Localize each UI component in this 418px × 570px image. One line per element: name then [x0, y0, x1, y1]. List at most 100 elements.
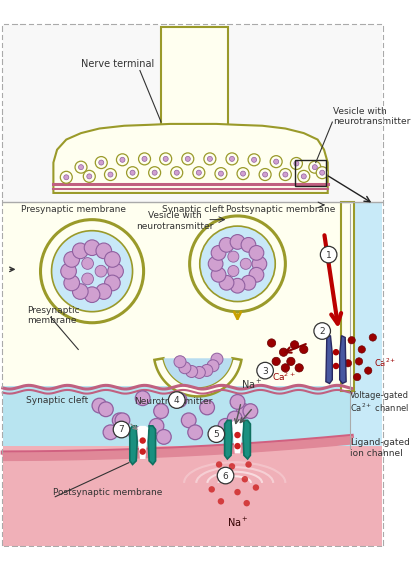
Text: Ligand-gated
ion channel: Ligand-gated ion channel — [350, 438, 410, 458]
Circle shape — [209, 486, 215, 492]
Circle shape — [72, 284, 88, 299]
Circle shape — [237, 404, 251, 418]
Circle shape — [142, 156, 147, 161]
Circle shape — [364, 367, 372, 374]
Circle shape — [243, 404, 258, 418]
Circle shape — [228, 266, 239, 276]
Polygon shape — [130, 426, 137, 465]
Circle shape — [354, 373, 361, 381]
Circle shape — [138, 153, 150, 165]
Text: 5: 5 — [214, 430, 219, 439]
Circle shape — [129, 427, 144, 442]
Circle shape — [84, 287, 100, 303]
Circle shape — [96, 284, 112, 299]
Circle shape — [103, 425, 118, 439]
Polygon shape — [54, 124, 328, 193]
Circle shape — [185, 156, 190, 161]
Circle shape — [172, 393, 187, 408]
Circle shape — [112, 413, 127, 428]
Text: Presynaptic
membrane: Presynaptic membrane — [28, 306, 80, 325]
Circle shape — [200, 226, 275, 302]
Text: Na$^+$: Na$^+$ — [227, 516, 248, 529]
Circle shape — [279, 348, 288, 356]
Circle shape — [215, 168, 227, 180]
Circle shape — [96, 243, 112, 259]
Circle shape — [181, 413, 196, 428]
Circle shape — [240, 171, 245, 176]
Circle shape — [174, 356, 186, 368]
Circle shape — [229, 463, 235, 470]
Polygon shape — [161, 27, 228, 126]
Text: Postsynaptic membrane: Postsynaptic membrane — [54, 487, 163, 496]
Circle shape — [104, 275, 120, 291]
Polygon shape — [243, 420, 250, 459]
Circle shape — [64, 251, 79, 267]
Circle shape — [79, 165, 84, 170]
Circle shape — [230, 394, 245, 409]
Circle shape — [104, 169, 117, 181]
Circle shape — [287, 357, 295, 365]
Circle shape — [252, 157, 257, 162]
Text: 6: 6 — [223, 471, 228, 481]
Circle shape — [193, 166, 205, 178]
Circle shape — [344, 360, 352, 367]
Circle shape — [211, 246, 226, 260]
Circle shape — [130, 170, 135, 175]
Circle shape — [283, 172, 288, 177]
Circle shape — [248, 154, 260, 166]
Circle shape — [182, 153, 194, 165]
Circle shape — [228, 251, 239, 262]
Polygon shape — [326, 336, 332, 384]
Circle shape — [207, 360, 219, 372]
Circle shape — [188, 425, 203, 439]
Circle shape — [171, 166, 183, 178]
Circle shape — [115, 413, 130, 428]
Circle shape — [108, 172, 113, 177]
Circle shape — [140, 449, 146, 455]
Circle shape — [117, 154, 128, 166]
Circle shape — [333, 349, 339, 356]
Circle shape — [201, 364, 213, 376]
Bar — [350, 386, 382, 446]
Text: Neurotransmitter: Neurotransmitter — [134, 397, 212, 406]
Text: Presynaptic membrane: Presynaptic membrane — [21, 205, 126, 214]
Circle shape — [227, 411, 242, 426]
Polygon shape — [224, 420, 232, 459]
Circle shape — [211, 353, 223, 365]
Circle shape — [358, 346, 365, 353]
Circle shape — [127, 166, 138, 178]
Circle shape — [60, 172, 72, 184]
Circle shape — [298, 170, 310, 182]
Circle shape — [61, 263, 76, 279]
Circle shape — [211, 267, 226, 282]
Circle shape — [208, 426, 224, 442]
Circle shape — [64, 275, 79, 291]
Circle shape — [294, 161, 299, 166]
Circle shape — [135, 391, 150, 406]
Text: Ca$^{2+}$: Ca$^{2+}$ — [272, 370, 295, 383]
Polygon shape — [232, 420, 243, 454]
Polygon shape — [163, 359, 232, 387]
Circle shape — [274, 159, 279, 164]
Circle shape — [72, 243, 88, 259]
Circle shape — [259, 169, 271, 181]
Circle shape — [241, 275, 256, 290]
Text: 2: 2 — [319, 327, 325, 336]
Circle shape — [369, 334, 377, 341]
Circle shape — [218, 498, 224, 504]
Circle shape — [51, 231, 133, 312]
Polygon shape — [340, 336, 346, 384]
Circle shape — [163, 156, 168, 161]
Circle shape — [234, 489, 241, 495]
Circle shape — [99, 402, 113, 417]
Polygon shape — [148, 426, 155, 465]
Circle shape — [217, 467, 234, 484]
Circle shape — [168, 392, 185, 408]
Circle shape — [179, 362, 191, 374]
Bar — [3, 26, 382, 202]
Circle shape — [152, 170, 157, 175]
Text: Postsynaptic membrane: Postsynaptic membrane — [226, 205, 336, 214]
Text: Synaptic cleft: Synaptic cleft — [26, 396, 88, 405]
Circle shape — [226, 153, 238, 165]
Circle shape — [230, 278, 245, 293]
